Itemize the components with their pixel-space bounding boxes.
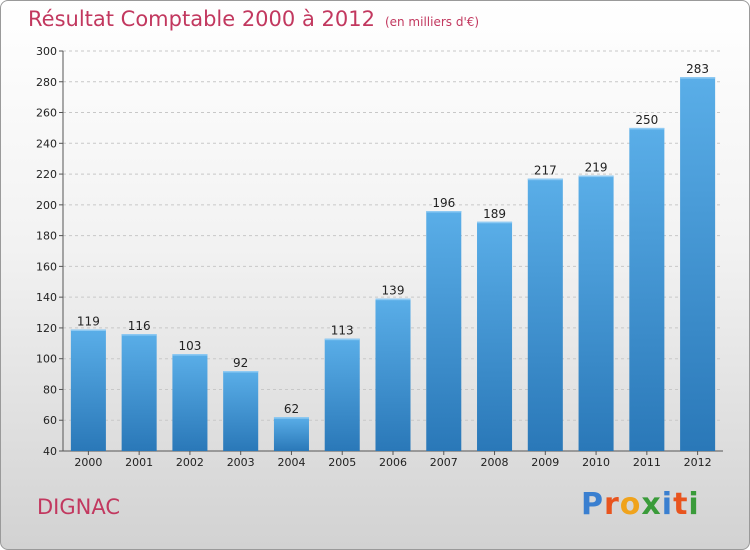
bar-top-edge bbox=[426, 211, 462, 213]
y-tick-label: 60 bbox=[43, 414, 57, 427]
y-tick-label: 240 bbox=[36, 137, 57, 150]
y-tick-label: 200 bbox=[36, 199, 57, 212]
bar-2000 bbox=[70, 329, 106, 451]
x-tick-label-2011: 2011 bbox=[633, 456, 661, 469]
bar-top-edge bbox=[527, 178, 563, 181]
value-label-2011: 250 bbox=[635, 113, 658, 127]
logo-letter: t bbox=[673, 487, 689, 522]
value-label-2012: 283 bbox=[686, 62, 709, 76]
bar-top-edge bbox=[172, 354, 208, 356]
logo-letter: x bbox=[641, 487, 662, 522]
x-tick-label-2008: 2008 bbox=[481, 456, 509, 469]
x-tick-label-2003: 2003 bbox=[227, 456, 255, 469]
y-tick-label: 280 bbox=[36, 76, 57, 89]
value-label-2010: 219 bbox=[585, 161, 608, 175]
logo-letter: o bbox=[619, 487, 642, 522]
bar-2007 bbox=[426, 211, 462, 451]
bar-top-edge bbox=[324, 338, 360, 341]
x-tick-label-2001: 2001 bbox=[125, 456, 153, 469]
y-tick-label: 140 bbox=[36, 291, 57, 304]
bar-2008 bbox=[477, 221, 513, 451]
value-label-2008: 189 bbox=[483, 207, 506, 221]
value-label-2009: 217 bbox=[534, 164, 557, 178]
bar-2012 bbox=[680, 77, 716, 452]
x-tick-label-2004: 2004 bbox=[277, 456, 305, 469]
logo-letter: P bbox=[581, 487, 604, 522]
bar-2011 bbox=[629, 127, 665, 451]
x-tick-label-2007: 2007 bbox=[430, 456, 458, 469]
logo-letter: i bbox=[661, 487, 674, 522]
x-tick-label-2009: 2009 bbox=[531, 456, 559, 469]
bar-top-edge bbox=[375, 298, 411, 301]
y-tick-label: 220 bbox=[36, 168, 57, 181]
y-tick-label: 180 bbox=[36, 230, 57, 243]
value-label-2003: 92 bbox=[233, 356, 248, 370]
y-tick-label: 160 bbox=[36, 260, 57, 273]
chart-unit: (en milliers d'€) bbox=[384, 15, 480, 29]
y-tick-label: 80 bbox=[43, 383, 57, 396]
value-label-2002: 103 bbox=[178, 339, 201, 353]
y-tick-label: 260 bbox=[36, 107, 57, 120]
bar-top-edge bbox=[70, 329, 106, 331]
chart-title: Résultat Comptable 2000 à 2012 (en millie… bbox=[28, 7, 479, 31]
chart-title-text: Résultat Comptable 2000 à 2012 bbox=[28, 7, 375, 31]
y-tick-label: 300 bbox=[36, 45, 57, 58]
proxiti-logo[interactable]: Proxiti bbox=[581, 487, 700, 522]
x-tick-label-2006: 2006 bbox=[379, 456, 407, 469]
x-tick-label-2012: 2012 bbox=[684, 456, 712, 469]
bar-top-edge bbox=[273, 417, 309, 419]
bars bbox=[70, 77, 716, 452]
value-label-2007: 196 bbox=[432, 196, 455, 210]
bar-2003 bbox=[223, 371, 259, 451]
bar-top-edge bbox=[121, 334, 157, 336]
value-label-2004: 62 bbox=[284, 402, 299, 416]
logo-letter: r bbox=[604, 487, 620, 522]
bar-2010 bbox=[578, 175, 614, 451]
bar-2006 bbox=[375, 298, 411, 451]
value-label-2000: 119 bbox=[77, 314, 100, 328]
bar-2009 bbox=[527, 178, 563, 451]
value-label-2001: 116 bbox=[128, 319, 151, 333]
commune-name: DIGNAC bbox=[37, 495, 121, 519]
value-label-2005: 113 bbox=[331, 324, 354, 338]
bar-top-edge bbox=[223, 371, 259, 373]
x-tick-label-2010: 2010 bbox=[582, 456, 610, 469]
bar-2004 bbox=[273, 417, 309, 451]
bar-top-edge bbox=[680, 77, 716, 79]
y-tick-label: 120 bbox=[36, 322, 57, 335]
y-tick-label: 100 bbox=[36, 353, 57, 366]
logo-letter: i bbox=[688, 487, 700, 522]
bar-top-edge bbox=[629, 127, 665, 130]
x-tick-label-2000: 2000 bbox=[74, 456, 102, 469]
bar-top-edge bbox=[578, 175, 614, 178]
labels: 40 60 80 100 120 140 160 180 200 220 240 260 280 300 1… bbox=[36, 45, 712, 469]
value-label-2006: 139 bbox=[382, 284, 405, 298]
bar-top-edge bbox=[477, 221, 513, 224]
bar-2001 bbox=[121, 334, 157, 451]
bar-2002 bbox=[172, 354, 208, 451]
x-tick-label-2005: 2005 bbox=[328, 456, 356, 469]
y-tick-label: 40 bbox=[43, 445, 57, 458]
x-tick-label-2002: 2002 bbox=[176, 456, 204, 469]
bar-2005 bbox=[324, 338, 360, 451]
